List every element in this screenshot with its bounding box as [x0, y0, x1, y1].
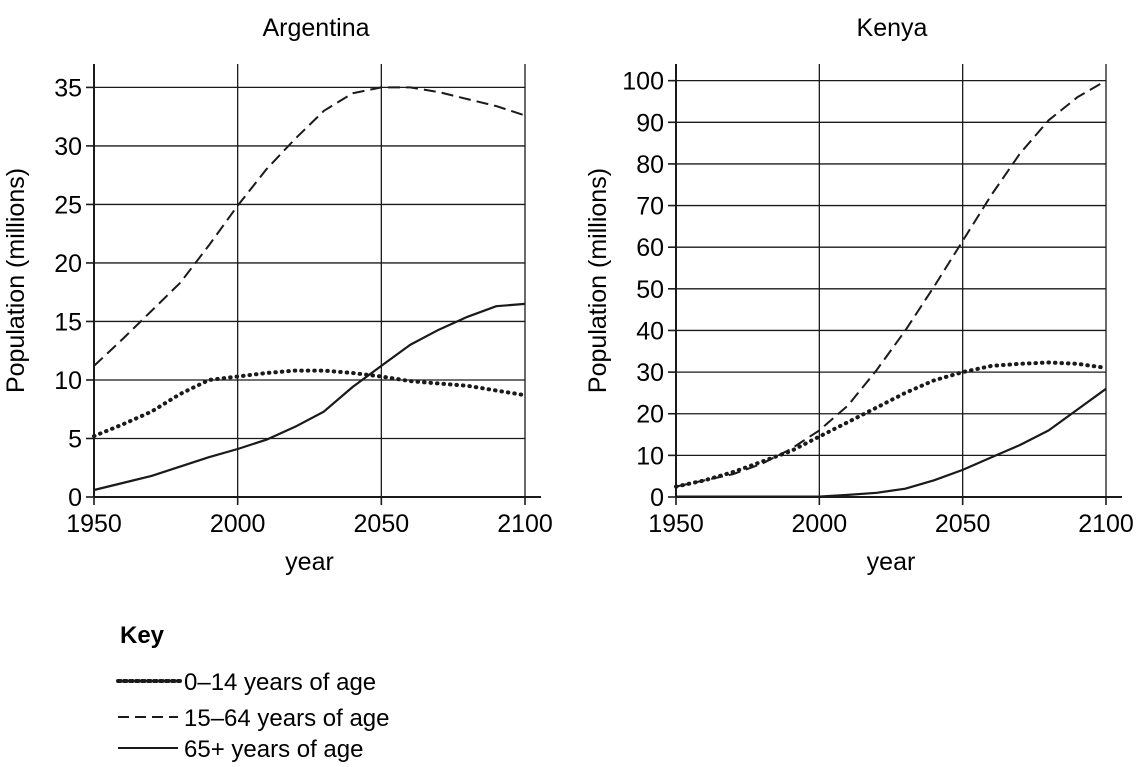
y-tick-label: 0: [68, 484, 82, 512]
key-item-0-14: 0–14 years of age: [116, 669, 376, 696]
chart-argentina: Argentina 0 5 10 15 20 25 30 35 1950 2000 2050 2100 y…: [2, 14, 553, 576]
y-tick-label: 40: [636, 317, 664, 345]
key-label: 65+ years of age: [184, 736, 363, 763]
x-tick-label: 2000: [792, 510, 848, 538]
y-tick-label: 5: [68, 425, 82, 453]
key-title: Key: [120, 622, 165, 649]
y-tick-label: 25: [54, 191, 82, 219]
y-tick-label: 20: [54, 250, 82, 278]
x-axis-label: year: [285, 548, 334, 576]
key-label: 15–64 years of age: [184, 705, 390, 732]
y-tick-label: 0: [650, 484, 664, 512]
y-axis-label: Population (millions): [2, 168, 30, 393]
y-tick-label: 35: [54, 74, 82, 102]
y-tick-label: 60: [636, 234, 664, 262]
x-tick-label: 1950: [66, 510, 122, 538]
chart-title: Kenya: [857, 14, 928, 42]
y-tick-label: 20: [636, 401, 664, 429]
x-tick-label: 2050: [935, 510, 991, 538]
x-tick-label: 2100: [1078, 510, 1134, 538]
y-axis-label: Population (millions): [584, 168, 612, 393]
x-axis-label: year: [867, 548, 916, 576]
x-tick-label: 2000: [210, 510, 266, 538]
y-tick-label: 90: [636, 109, 664, 137]
y-tick-label: 80: [636, 151, 664, 179]
key-label: 0–14 years of age: [184, 669, 376, 696]
x-tick-label: 2100: [497, 510, 553, 538]
chart-title: Argentina: [262, 14, 369, 42]
series-line-0-14-years-of-age: [674, 360, 1108, 489]
y-tick-label: 15: [54, 308, 82, 336]
chart-key: Key 0–14 years of age 15–64 years of age…: [116, 622, 390, 763]
key-item-15-64: 15–64 years of age: [118, 705, 390, 732]
y-tick-label: 10: [54, 367, 82, 395]
y-tick-label: 50: [636, 276, 664, 304]
series-line-0-14-years-of-age: [92, 368, 527, 439]
series-line-65-years-of-age: [676, 387, 1107, 498]
x-tick-label: 1950: [648, 510, 704, 538]
series-line-15-64-years-of-age: [675, 79, 1107, 488]
x-tick-label: 2050: [354, 510, 410, 538]
y-tick-label: 30: [636, 359, 664, 387]
key-item-65-plus: 65+ years of age: [118, 736, 363, 763]
y-tick-label: 30: [54, 133, 82, 161]
y-tick-label: 10: [636, 442, 664, 470]
series-line-15-64-years-of-age: [93, 86, 526, 367]
series-line-65-years-of-age: [93, 302, 526, 492]
chart-kenya: Kenya 0 10 20 30 40 50 60 70 80 90 100 1950 2000 2050 2…: [584, 14, 1134, 576]
y-tick-label: 100: [622, 68, 664, 96]
y-tick-label: 70: [636, 193, 664, 221]
